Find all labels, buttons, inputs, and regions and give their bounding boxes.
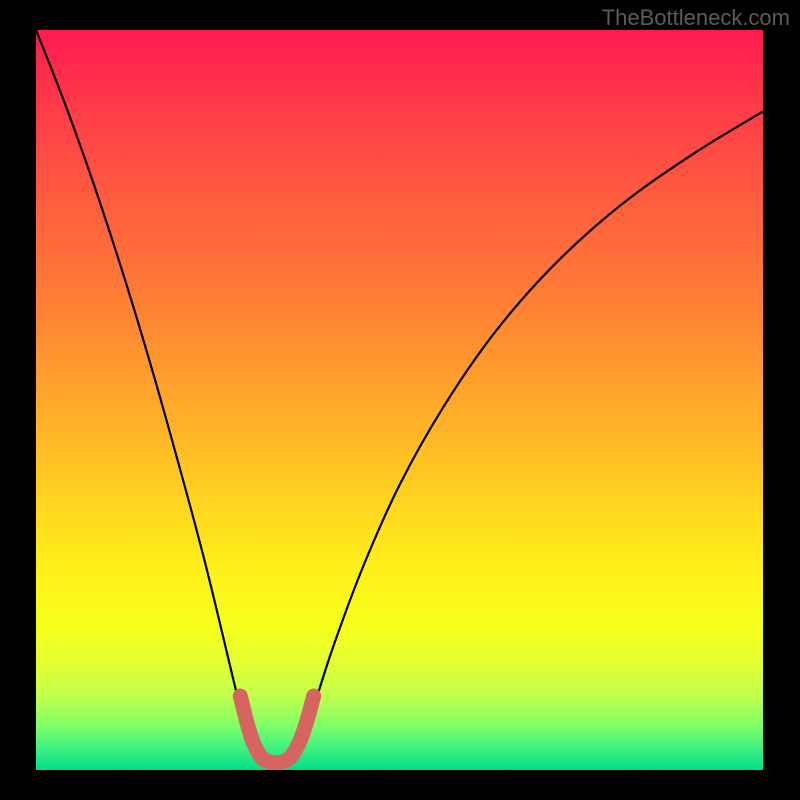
watermark-text: TheBottleneck.com <box>602 5 790 31</box>
plot-area <box>36 30 763 770</box>
gradient-curve-chart <box>0 0 800 800</box>
